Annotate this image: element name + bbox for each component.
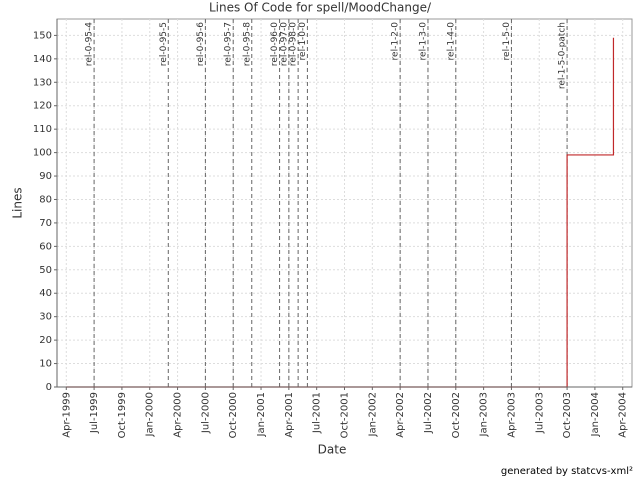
x-tick-label: Apr-2000	[173, 392, 184, 438]
x-tick-label: Apr-1999	[61, 392, 72, 438]
release-label: rel-0-95-5	[159, 22, 169, 66]
x-tick-label: Apr-2003	[506, 392, 517, 438]
y-tick-label: 10	[39, 359, 52, 370]
y-tick-label: 40	[39, 288, 52, 299]
x-tick-label: Apr-2004	[618, 392, 629, 438]
release-label: rel-1-5-0	[502, 22, 512, 61]
y-tick-label: 0	[46, 382, 52, 393]
y-tick-label: 60	[39, 241, 52, 252]
x-tick-label: Jul-2000	[200, 392, 211, 434]
chart-title: Lines Of Code for spell/MoodChange/	[209, 1, 432, 15]
y-axis-label: Lines	[11, 187, 25, 218]
x-tick-label: Oct-2000	[228, 392, 239, 438]
release-label: rel-1-3-0	[418, 22, 428, 61]
x-tick-label: Oct-1999	[117, 392, 128, 438]
x-tick-label: Apr-2001	[284, 392, 295, 438]
x-tick-label: Oct-2002	[451, 392, 462, 438]
y-tick-label: 130	[33, 77, 52, 88]
y-tick-label: 20	[39, 335, 52, 346]
release-label: rel-0-98-0	[289, 22, 299, 66]
release-label: rel-1-0-0	[298, 22, 308, 61]
release-label: rel-1-5-0-patch	[558, 22, 568, 89]
x-tick-label: Oct-2003	[562, 392, 573, 438]
y-tick-label: 120	[33, 101, 52, 112]
y-tick-label: 70	[39, 218, 52, 229]
footer: generated by statcvs-xml²	[501, 466, 633, 477]
release-label: rel-0-95-7	[224, 22, 234, 66]
release-label: rel-0-95-4	[85, 22, 95, 66]
x-tick-label: Oct-2001	[340, 392, 351, 438]
y-tick-label: 90	[39, 171, 52, 182]
release-label: rel-1-2-0	[391, 22, 401, 61]
x-tick-label: Jan-2004	[590, 392, 601, 437]
x-axis-label: Date	[318, 443, 347, 457]
x-tick-label: Jan-2000	[145, 392, 156, 437]
release-label: rel-0-95-8	[242, 22, 252, 66]
x-tick-label: Jan-2003	[479, 392, 490, 437]
y-tick-label: 80	[39, 194, 52, 205]
release-label: rel-0-96-0	[270, 22, 280, 66]
x-tick-label: Jan-2002	[367, 392, 378, 437]
y-tick-label: 140	[33, 54, 52, 65]
release-label: rel-0-97-0	[279, 22, 289, 66]
x-tick-label: Jul-1999	[89, 392, 100, 434]
y-tick-label: 30	[39, 312, 52, 323]
release-label: rel-1-4-0	[446, 22, 456, 61]
x-tick-label: Jan-2001	[256, 392, 267, 437]
x-tick-label: Jul-2001	[312, 392, 323, 434]
x-tick-label: Apr-2002	[395, 392, 406, 438]
release-label: rel-0-95-6	[196, 22, 206, 66]
x-tick-label: Jul-2002	[423, 392, 434, 434]
y-tick-label: 50	[39, 265, 52, 276]
x-tick-label: Jul-2003	[534, 392, 545, 434]
y-tick-label: 100	[33, 148, 52, 159]
y-tick-label: 150	[33, 30, 52, 41]
y-tick-label: 110	[33, 124, 52, 135]
